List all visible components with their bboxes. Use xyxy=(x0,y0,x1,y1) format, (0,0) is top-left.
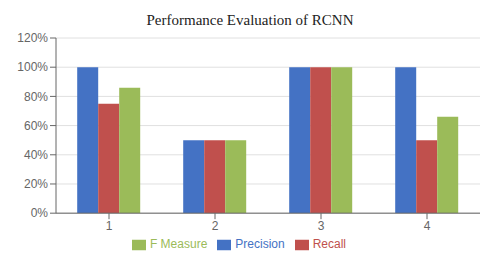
svg-text:100%: 100% xyxy=(17,60,48,74)
svg-text:80%: 80% xyxy=(24,90,48,104)
svg-text:1: 1 xyxy=(106,219,113,233)
svg-text:2: 2 xyxy=(212,219,219,233)
html-text:F Measure: F Measure xyxy=(150,237,208,252)
svg-text:60%: 60% xyxy=(24,119,48,133)
html-text:Precision: Precision xyxy=(235,237,285,252)
svg-text:0%: 0% xyxy=(31,206,49,220)
svg-text:4: 4 xyxy=(424,219,431,233)
svg-text:120%: 120% xyxy=(17,32,48,45)
svg-text:40%: 40% xyxy=(24,148,48,162)
html-text:Performance Evaluation of RCNN: Performance Evaluation of RCNN xyxy=(146,12,354,28)
html-text:Recall: Recall xyxy=(312,237,346,252)
svg-text:3: 3 xyxy=(318,219,325,233)
svg-text:20%: 20% xyxy=(24,177,48,191)
